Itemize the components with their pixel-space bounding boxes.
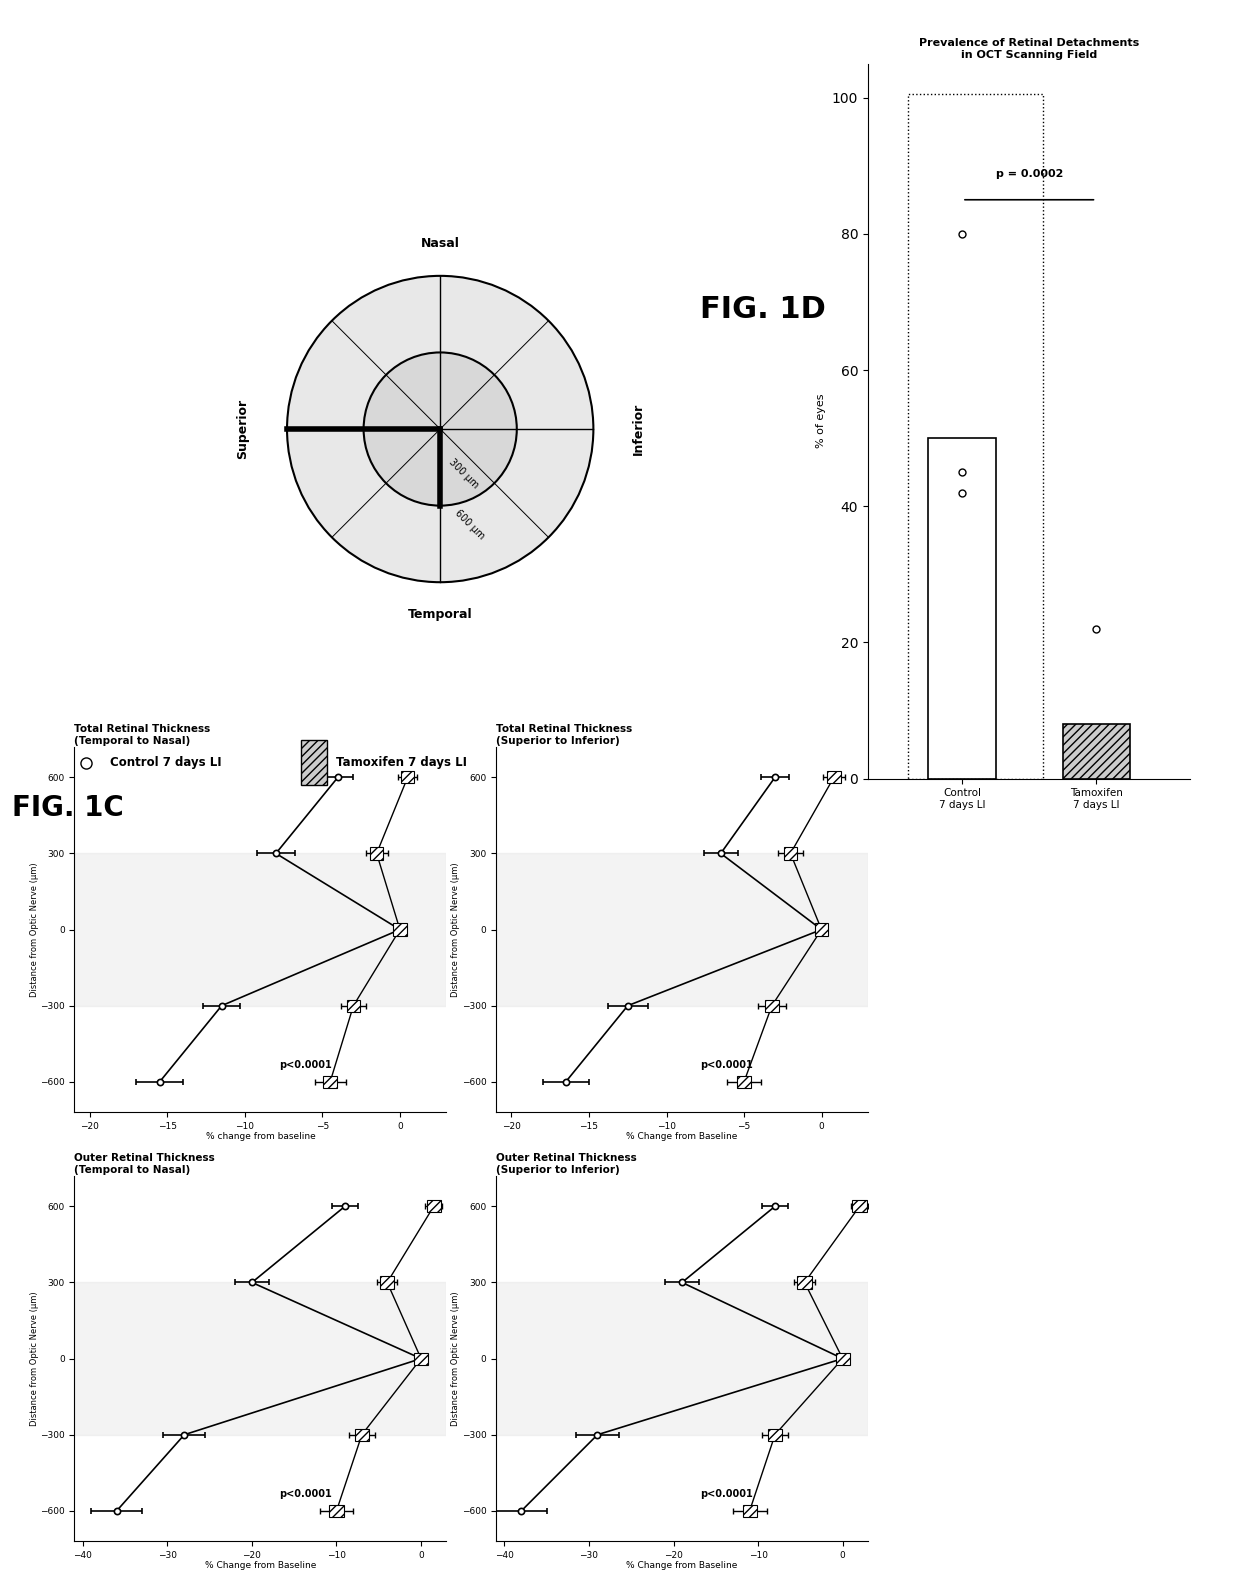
Bar — [74, 1282, 446, 1435]
Text: Tamoxifen 7 days LI: Tamoxifen 7 days LI — [336, 756, 467, 769]
Text: p<0.0001: p<0.0001 — [279, 1060, 332, 1071]
X-axis label: % Change from Baseline: % Change from Baseline — [626, 1133, 738, 1141]
Y-axis label: Distance from Optic Nerve (μm): Distance from Optic Nerve (μm) — [30, 1292, 38, 1425]
Bar — [401, 771, 414, 783]
Bar — [743, 1505, 756, 1517]
Circle shape — [363, 353, 517, 505]
Bar — [765, 999, 779, 1012]
Text: p<0.0001: p<0.0001 — [279, 1489, 332, 1500]
Text: Outer Retinal Thickness
(Temporal to Nasal): Outer Retinal Thickness (Temporal to Nas… — [74, 1154, 216, 1176]
Bar — [929, 439, 996, 779]
Bar — [908, 94, 1043, 779]
Y-axis label: Distance from Optic Nerve (μm): Distance from Optic Nerve (μm) — [30, 863, 38, 996]
Bar — [797, 1276, 812, 1289]
Text: Temporal: Temporal — [408, 607, 472, 621]
Bar — [815, 923, 828, 936]
Bar — [496, 853, 868, 1006]
Text: p = 0.0002: p = 0.0002 — [996, 170, 1063, 180]
Bar — [827, 771, 841, 783]
Text: FIG. 1C: FIG. 1C — [12, 794, 124, 823]
Bar — [836, 1352, 849, 1365]
Text: FIG. 1D: FIG. 1D — [699, 296, 826, 324]
Y-axis label: Distance from Optic Nerve (μm): Distance from Optic Nerve (μm) — [451, 1292, 460, 1425]
Bar — [427, 1200, 441, 1212]
Bar — [355, 1429, 370, 1441]
Bar — [737, 1076, 750, 1088]
Bar — [74, 853, 446, 1006]
Bar — [784, 847, 797, 860]
Text: Total Retinal Thickness
(Superior to Inferior): Total Retinal Thickness (Superior to Inf… — [496, 725, 632, 747]
X-axis label: % change from baseline: % change from baseline — [206, 1133, 315, 1141]
Text: Inferior: Inferior — [631, 404, 645, 454]
Bar — [370, 847, 383, 860]
X-axis label: % Change from Baseline: % Change from Baseline — [626, 1562, 738, 1570]
Text: p<0.0001: p<0.0001 — [701, 1489, 754, 1500]
Bar — [346, 999, 360, 1012]
Bar — [768, 1429, 782, 1441]
Circle shape — [286, 276, 594, 582]
Bar — [393, 923, 407, 936]
Bar — [852, 1200, 867, 1212]
Bar — [496, 1282, 868, 1435]
Bar — [381, 1276, 394, 1289]
Bar — [414, 1352, 428, 1365]
X-axis label: % Change from Baseline: % Change from Baseline — [205, 1562, 316, 1570]
Title: Prevalence of Retinal Detachments
in OCT Scanning Field: Prevalence of Retinal Detachments in OCT… — [919, 38, 1140, 60]
Text: 300 μm: 300 μm — [446, 458, 480, 491]
Y-axis label: % of eyes: % of eyes — [816, 394, 826, 448]
Text: Outer Retinal Thickness
(Superior to Inferior): Outer Retinal Thickness (Superior to Inf… — [496, 1154, 637, 1176]
Text: 600 μm: 600 μm — [453, 508, 486, 542]
Y-axis label: Distance from Optic Nerve (μm): Distance from Optic Nerve (μm) — [451, 863, 460, 996]
Text: Total Retinal Thickness
(Temporal to Nasal): Total Retinal Thickness (Temporal to Nas… — [74, 725, 211, 747]
Bar — [300, 740, 327, 785]
Text: p<0.0001: p<0.0001 — [701, 1060, 754, 1071]
Bar — [324, 1076, 337, 1088]
Bar — [330, 1505, 343, 1517]
Text: Superior: Superior — [236, 399, 249, 459]
Bar — [1063, 725, 1130, 779]
Text: Control 7 days LI: Control 7 days LI — [110, 756, 222, 769]
Text: Nasal: Nasal — [420, 237, 460, 251]
